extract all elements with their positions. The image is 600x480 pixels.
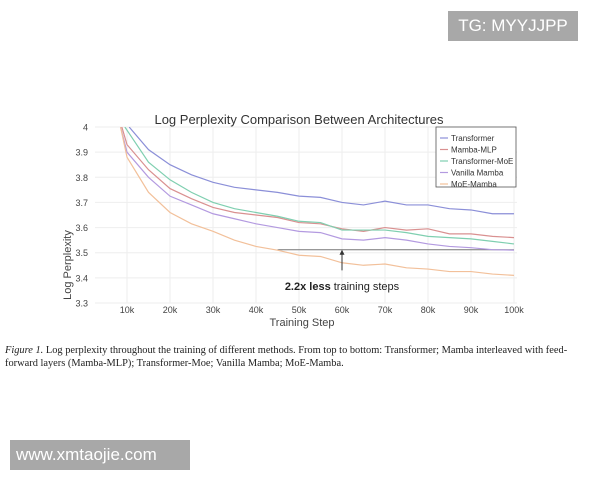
series-line-mamba-mlp bbox=[121, 127, 515, 239]
chart-title: Log Perplexity Comparison Between Archit… bbox=[154, 112, 444, 127]
annotation-text: training steps bbox=[331, 281, 400, 293]
annotation-arrowhead bbox=[339, 249, 345, 255]
y-tick-label: 3.6 bbox=[75, 223, 88, 233]
y-tick-label: 3.9 bbox=[75, 148, 88, 158]
x-tick-label: 10k bbox=[120, 305, 135, 315]
series-line-moe-mamba bbox=[119, 127, 515, 276]
y-axis-label: Log Perplexity bbox=[62, 230, 74, 300]
y-tick-label: 3.7 bbox=[75, 198, 88, 208]
series-line-transformer-moe bbox=[124, 127, 515, 245]
x-tick-label: 90k bbox=[464, 305, 479, 315]
x-tick-label: 100k bbox=[504, 305, 524, 315]
y-tick-label: 4 bbox=[83, 123, 88, 133]
x-tick-label: 50k bbox=[292, 305, 307, 315]
x-tick-label: 40k bbox=[249, 305, 264, 315]
legend-label: Transformer-MoE bbox=[451, 157, 513, 166]
series-line-transformer bbox=[128, 127, 514, 215]
legend-label: Transformer bbox=[451, 134, 495, 143]
x-tick-label: 80k bbox=[421, 305, 436, 315]
series-line-vanilla-mamba bbox=[119, 127, 515, 251]
caption-label: Figure 1. bbox=[5, 345, 44, 356]
x-tick-label: 20k bbox=[163, 305, 178, 315]
caption-text: Log perplexity throughout the training o… bbox=[5, 345, 568, 369]
annotation: 2.2x less training steps bbox=[285, 281, 400, 293]
figure-caption: Figure 1. Log perplexity throughout the … bbox=[5, 344, 600, 370]
legend-label: Mamba-MLP bbox=[451, 146, 497, 155]
watermark-top: TG: MYYJJPP bbox=[448, 11, 578, 41]
y-tick-label: 3.8 bbox=[75, 173, 88, 183]
x-axis-label: Training Step bbox=[269, 317, 334, 329]
x-tick-label: 60k bbox=[335, 305, 350, 315]
legend: Transformer Mamba-MLP Transformer-MoE Vanil… bbox=[435, 126, 517, 189]
y-tick-label: 3.5 bbox=[75, 248, 88, 258]
watermark-bottom: www.xmtaojie.com bbox=[10, 440, 190, 470]
y-tick-label: 3.3 bbox=[75, 299, 88, 309]
x-tick-label: 30k bbox=[206, 305, 221, 315]
line-chart: Log Perplexity Comparison Between Archit… bbox=[62, 112, 524, 329]
annotation-bold: 2.2x less bbox=[285, 281, 331, 293]
x-tick-label: 70k bbox=[378, 305, 393, 315]
y-tick-label: 3.4 bbox=[75, 273, 88, 283]
legend-label: Vanilla Mamba bbox=[451, 169, 504, 178]
legend-label: MoE-Mamba bbox=[451, 180, 497, 189]
